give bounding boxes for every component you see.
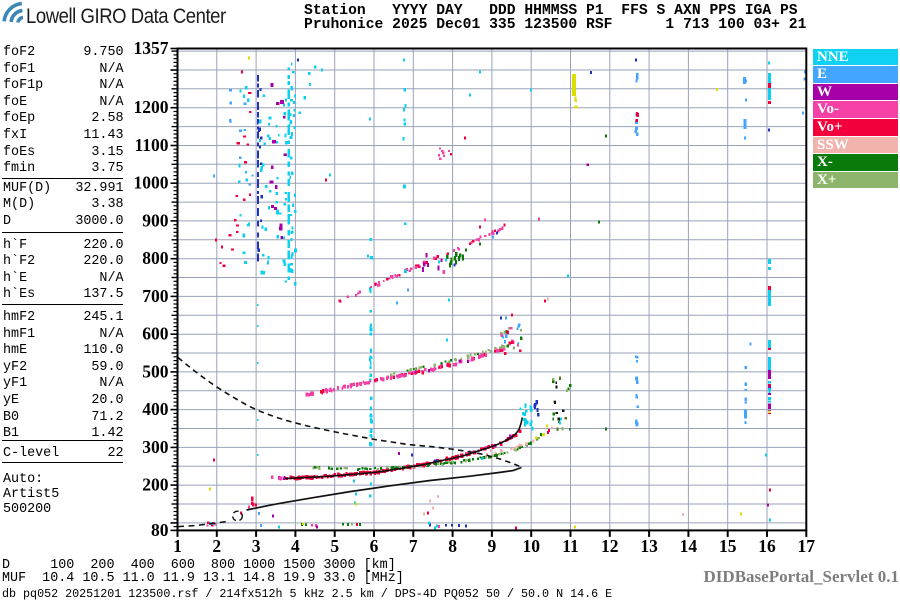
svg-text:80: 80 bbox=[151, 520, 169, 540]
svg-text:1: 1 bbox=[173, 536, 182, 556]
svg-text:14: 14 bbox=[680, 536, 698, 556]
svg-text:15: 15 bbox=[719, 536, 737, 556]
svg-text:13: 13 bbox=[640, 536, 658, 556]
svg-text:5: 5 bbox=[330, 536, 339, 556]
svg-text:6: 6 bbox=[370, 536, 379, 556]
svg-text:3: 3 bbox=[252, 536, 261, 556]
svg-text:1357: 1357 bbox=[134, 38, 169, 58]
svg-text:900: 900 bbox=[142, 210, 169, 230]
svg-text:800: 800 bbox=[142, 248, 169, 268]
svg-text:600: 600 bbox=[142, 324, 169, 344]
svg-text:7: 7 bbox=[409, 536, 418, 556]
svg-text:400: 400 bbox=[142, 399, 169, 419]
svg-text:2: 2 bbox=[212, 536, 221, 556]
svg-text:700: 700 bbox=[142, 286, 169, 306]
svg-text:1000: 1000 bbox=[134, 173, 169, 193]
svg-text:11: 11 bbox=[562, 536, 579, 556]
svg-text:4: 4 bbox=[291, 536, 300, 556]
svg-text:1200: 1200 bbox=[134, 97, 169, 117]
svg-text:9: 9 bbox=[488, 536, 497, 556]
svg-text:500: 500 bbox=[142, 361, 169, 381]
svg-text:300: 300 bbox=[142, 437, 169, 457]
svg-text:10: 10 bbox=[522, 536, 540, 556]
svg-text:17: 17 bbox=[798, 536, 816, 556]
svg-text:1100: 1100 bbox=[134, 135, 168, 155]
svg-text:8: 8 bbox=[448, 536, 457, 556]
svg-text:200: 200 bbox=[142, 475, 169, 495]
svg-text:12: 12 bbox=[601, 536, 619, 556]
svg-text:16: 16 bbox=[758, 536, 776, 556]
